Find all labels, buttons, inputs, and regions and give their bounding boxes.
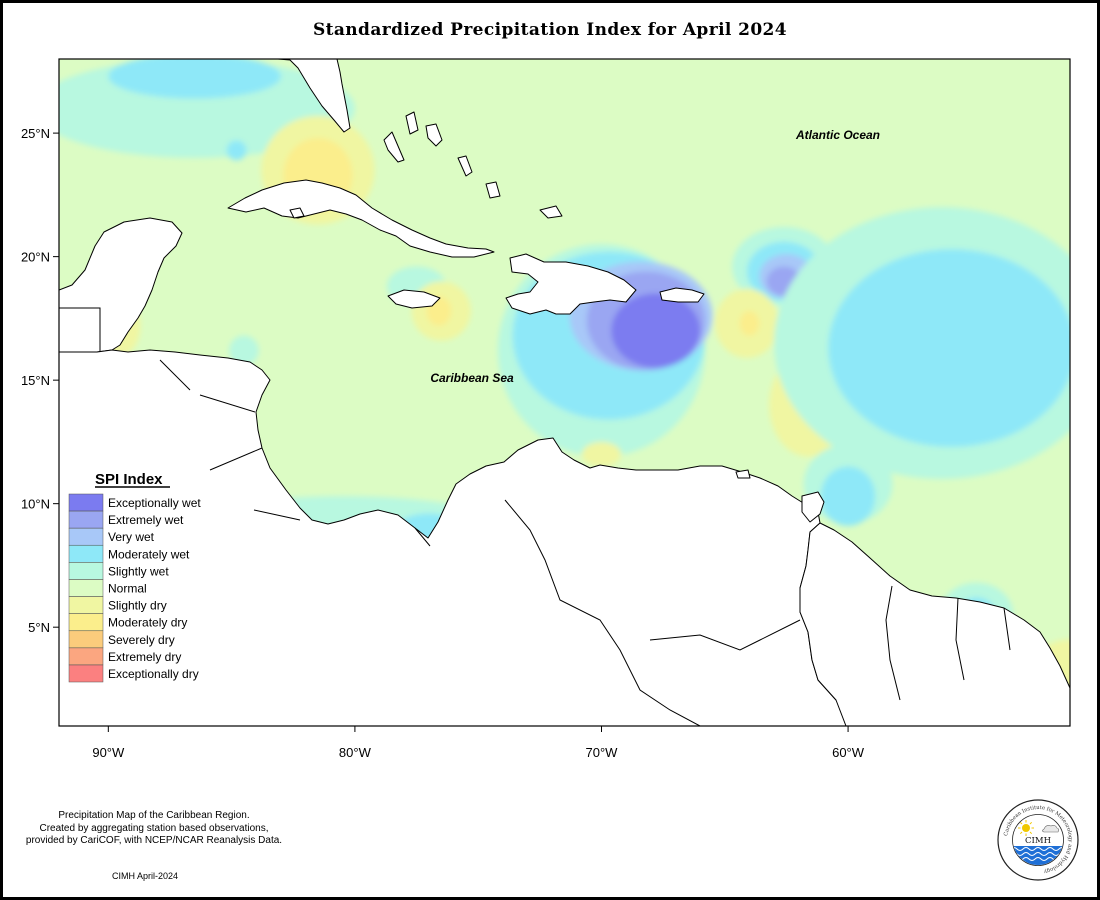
bahamas-island-2 xyxy=(405,111,419,135)
legend-items: Exceptionally wet Extremely wet Very wet Mo… xyxy=(68,493,201,683)
sea-icon xyxy=(1013,846,1063,865)
caribbean-sea-label: Caribbean Sea xyxy=(430,371,514,385)
legend-label-extremely-dry: Extremely dry xyxy=(108,650,181,664)
atlantic-ocean-label: Atlantic Ocean xyxy=(795,128,880,142)
cloud-icon xyxy=(1042,825,1060,833)
isla-juventud-land xyxy=(289,207,305,219)
bahamas-island-1 xyxy=(383,131,405,163)
map-border xyxy=(58,58,1071,727)
bahamas-island-5 xyxy=(485,181,501,199)
legend-swatch-exceptionally-wet xyxy=(68,493,104,512)
legend-label-normal: Normal xyxy=(108,582,147,596)
sun-rays-icon xyxy=(1018,820,1034,836)
footer-line-3: provided by CariCOF, with NCEP/NCAR Rean… xyxy=(25,835,283,846)
venezuela-brazil-border xyxy=(649,619,801,651)
spi-region-moderately-wet xyxy=(828,249,1070,447)
logo-name: CIMH xyxy=(1025,836,1051,846)
legend-label-slightly-dry: Slightly dry xyxy=(108,599,167,613)
y-axis: 25°N 20°N 15°N 10°N 5°N xyxy=(21,126,59,635)
legend-swatch-slightly-dry xyxy=(68,596,104,614)
legend-swatch-severely-dry xyxy=(68,630,104,649)
footer-date: CIMH April-2024 xyxy=(112,871,179,881)
footer-line-2: Created by aggregating station based obs… xyxy=(39,822,269,834)
hispaniola-land xyxy=(505,253,637,315)
spi-region-moderately-wet xyxy=(820,466,876,526)
guianas-borders xyxy=(885,585,1011,701)
legend-swatch-moderately-dry xyxy=(68,613,104,631)
colombia-venezuela-border xyxy=(504,499,701,726)
legend-swatch-moderately-wet xyxy=(68,545,104,563)
florida-land xyxy=(277,59,351,133)
trinidad-land xyxy=(801,491,825,523)
x-axis: 90°W 80°W 70°W 60°W xyxy=(92,726,865,760)
footer-line-1: Precipitation Map of the Caribbean Regio… xyxy=(58,810,250,821)
bahamas-island-4 xyxy=(457,155,473,177)
spi-legend: SPI Index Exceptionally wet Extremely wet… xyxy=(68,471,201,683)
borders xyxy=(59,307,1011,726)
spi-region-moderately-dry xyxy=(739,310,760,336)
legend-label-slightly-wet: Slightly wet xyxy=(108,564,169,578)
legend-label-moderately-wet: Moderately wet xyxy=(108,547,190,561)
legend-swatch-slightly-wet xyxy=(68,562,104,580)
y-tick-label: 20°N xyxy=(21,250,50,265)
y-tick-label: 15°N xyxy=(21,373,50,388)
legend-label-moderately-dry: Moderately dry xyxy=(108,616,187,630)
spi-region-exceptionally-wet xyxy=(611,293,701,368)
wave-icon xyxy=(1013,847,1063,851)
cuba-land xyxy=(227,179,495,258)
land-masses xyxy=(59,59,1070,726)
footer-note: Precipitation Map of the Caribbean Regio… xyxy=(8,810,300,848)
y-tick-label: 10°N xyxy=(21,497,50,512)
x-tick-label: 70°W xyxy=(586,745,619,760)
legend-title: SPI Index xyxy=(95,471,163,488)
spi-region-slightly-dry xyxy=(581,441,622,467)
legend-swatch-exceptionally-dry xyxy=(68,664,104,683)
puerto-rico-land xyxy=(659,287,705,303)
sun-icon xyxy=(1022,824,1030,832)
guianas-land xyxy=(799,522,1070,726)
central-america-borders xyxy=(159,359,431,547)
jamaica-land xyxy=(387,289,441,309)
x-tick-label: 90°W xyxy=(92,745,125,760)
legend-label-severely-dry: Severely dry xyxy=(108,633,175,647)
bahamas-island-6 xyxy=(539,205,563,219)
map-panel xyxy=(59,59,1070,726)
spi-region-slightly-wet xyxy=(229,335,259,366)
legend-swatch-extremely-dry xyxy=(68,647,104,666)
legend-label-very-wet: Very wet xyxy=(108,530,155,544)
legend-swatch-normal xyxy=(68,579,104,597)
y-tick-label: 5°N xyxy=(28,620,50,635)
legend-swatch-very-wet xyxy=(68,527,104,546)
cimh-logo: Caribbean Institute for Meteorology and … xyxy=(997,799,1079,881)
legend-swatch-extremely-wet xyxy=(68,510,104,529)
legend-label-exceptionally-wet: Exceptionally wet xyxy=(108,496,201,510)
belize-border xyxy=(59,307,101,352)
x-tick-label: 80°W xyxy=(339,745,372,760)
logo-emblem xyxy=(1013,820,1063,865)
spi-region-moderately-wet xyxy=(226,140,247,161)
map-title: Standardized Precipitation Index for Apr… xyxy=(312,20,788,40)
x-tick-label: 60°W xyxy=(832,745,865,760)
margarita-land xyxy=(735,469,751,479)
bahamas-island-3 xyxy=(425,123,443,147)
legend-label-exceptionally-dry: Exceptionally dry xyxy=(108,667,199,681)
y-tick-label: 25°N xyxy=(21,126,50,141)
spi-region-moderately-wet xyxy=(108,59,281,99)
legend-label-extremely-wet: Extremely wet xyxy=(108,513,184,527)
